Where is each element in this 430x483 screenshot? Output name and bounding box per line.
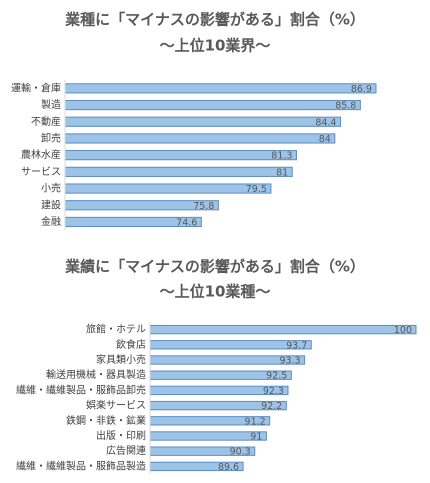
category-label: 旅館・ホテル xyxy=(86,323,146,336)
category-label: 運輸・倉庫 xyxy=(11,81,61,94)
bar xyxy=(64,183,272,194)
category-label: 娯楽サービス xyxy=(86,399,146,412)
value-label: 84.4 xyxy=(315,117,336,128)
category-label: 金融 xyxy=(41,215,61,228)
value-label: 100 xyxy=(394,325,412,336)
value-label: 89.6 xyxy=(218,462,239,473)
value-label: 81 xyxy=(276,167,288,178)
bar xyxy=(149,324,417,335)
category-label: 飲食店 xyxy=(116,338,146,351)
category-label: 製造 xyxy=(41,98,61,111)
bar xyxy=(64,99,361,111)
category-label: 繊維・繊維製品・服飾品製造 xyxy=(16,459,146,472)
category-label: サービス xyxy=(21,166,61,178)
bar xyxy=(64,133,336,144)
chart-title: 業種に「マイナスの影響がある」割合（%） xyxy=(64,11,365,29)
chart-subtitle: ～上位10業種～ xyxy=(160,283,271,301)
value-label: 92.5 xyxy=(266,371,287,382)
category-label: 鉄鋼・非鉄・鉱業 xyxy=(66,414,146,427)
value-label: 86.9 xyxy=(351,84,372,95)
value-label: 91.2 xyxy=(245,416,266,427)
bar xyxy=(64,116,341,127)
category-label: 輸送用機械・器具製造 xyxy=(46,368,146,381)
category-label: 広告関連 xyxy=(106,444,146,457)
category-label: 建設 xyxy=(41,198,61,211)
bar xyxy=(64,83,377,94)
category-label: 小売 xyxy=(41,182,61,195)
bar xyxy=(64,150,297,161)
value-label: 93.7 xyxy=(286,340,307,351)
bar xyxy=(64,166,293,177)
category-label: 家具類小売 xyxy=(96,353,146,366)
value-label: 85.8 xyxy=(335,101,356,112)
category-label: 出版・印刷 xyxy=(96,429,146,442)
category-label: 卸売 xyxy=(41,131,61,144)
value-label: 93.3 xyxy=(279,356,300,367)
value-label: 74.6 xyxy=(176,217,197,228)
value-label: 79.5 xyxy=(246,184,267,195)
value-label: 91 xyxy=(250,432,262,443)
category-label: 繊維・繊維製品・服飾品卸売 xyxy=(16,383,146,396)
value-label: 92.2 xyxy=(261,401,282,412)
value-label: 75.8 xyxy=(193,201,214,212)
value-label: 81.3 xyxy=(271,151,292,162)
category-label: 不動産 xyxy=(31,115,61,128)
value-label: 92.3 xyxy=(263,386,284,397)
bar xyxy=(149,431,267,441)
value-label: 84 xyxy=(319,134,331,145)
chart-subtitle: ～上位10業界～ xyxy=(160,37,271,55)
value-label: 90.3 xyxy=(230,447,251,458)
category-label: 農林水産 xyxy=(21,148,61,161)
chart-title: 業績に「マイナスの影響がある」割合（%） xyxy=(64,258,365,276)
